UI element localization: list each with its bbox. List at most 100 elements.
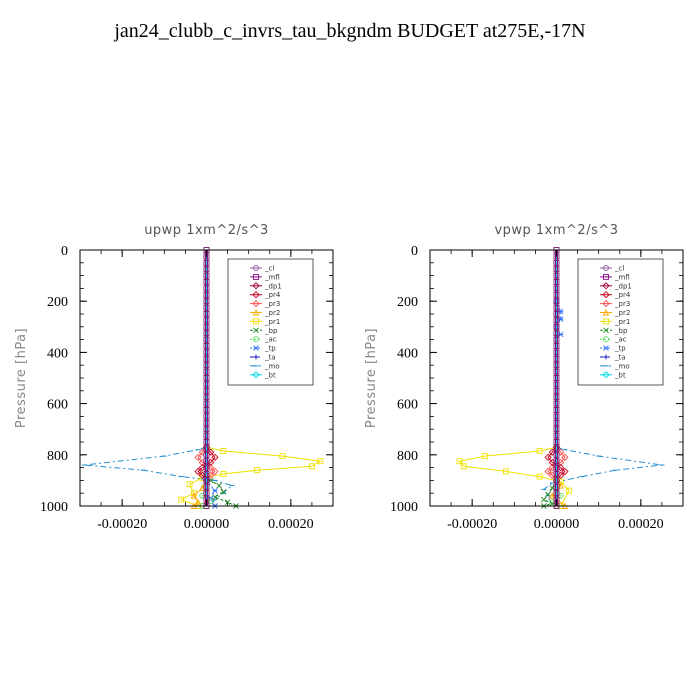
legend-label: _ta	[614, 354, 626, 362]
x-tick-label: 0.00000	[534, 517, 580, 532]
data-point	[207, 497, 214, 504]
data-point	[194, 498, 202, 506]
legend-marker	[252, 291, 260, 299]
data-point	[203, 490, 210, 497]
data-point	[220, 489, 227, 495]
legend-marker	[252, 282, 260, 290]
data-point	[203, 336, 210, 343]
data-point	[553, 419, 560, 426]
legend: _cl_mfl_dp1_pr4_pr3_pr2_pr1_bp_ac_tp_ta_…	[577, 258, 664, 386]
subplot-title: vpwp 1xm^2/s^3	[494, 223, 618, 238]
data-point	[203, 464, 210, 471]
data-point	[553, 375, 560, 381]
legend-label: _dp1	[264, 282, 282, 290]
data-point	[553, 458, 560, 465]
y-tick-label: 1000	[40, 500, 68, 515]
data-point	[566, 487, 573, 494]
data-point	[203, 298, 210, 305]
data-point	[545, 491, 551, 498]
data-point	[553, 291, 560, 298]
data-point	[203, 272, 210, 279]
data-point	[553, 381, 560, 388]
legend-marker	[253, 318, 259, 325]
legend-marker	[253, 336, 259, 343]
legend-label: _pr1	[264, 318, 280, 326]
legend-marker	[602, 371, 610, 379]
legend-label: _pr1	[614, 318, 630, 326]
x-tick-label: 0.00000	[184, 517, 230, 532]
data-point	[178, 496, 185, 503]
y-tick-label: 1000	[390, 500, 418, 515]
data-point	[203, 266, 210, 273]
legend-label: _pr2	[264, 309, 280, 317]
data-point	[203, 394, 210, 401]
data-point	[553, 343, 560, 349]
y-tick-label: 800	[47, 449, 68, 464]
data-point	[203, 279, 210, 285]
y-axis-label: Pressure [hPa]	[14, 328, 29, 428]
data-point	[553, 464, 560, 471]
data-point	[553, 394, 560, 401]
data-point	[212, 487, 218, 494]
y-tick-label: 600	[47, 398, 68, 413]
data-point	[553, 477, 560, 484]
legend-box	[577, 258, 664, 386]
y-tick-label: 400	[47, 346, 68, 361]
series-line	[543, 446, 662, 507]
legend-label: _bt	[264, 371, 276, 379]
data-point	[553, 279, 560, 285]
legend-label: _bt	[614, 371, 626, 379]
legend-label: _ac	[264, 336, 277, 344]
data-point	[544, 467, 552, 476]
legend-label: _cl	[614, 265, 624, 273]
data-point	[203, 458, 210, 465]
legend-marker	[602, 291, 610, 299]
data-point	[216, 482, 222, 489]
legend-marker	[253, 327, 259, 334]
data-point	[553, 426, 560, 433]
legend-marker	[253, 265, 259, 271]
data-point	[203, 285, 210, 292]
legend-label: _bp	[264, 327, 278, 335]
data-point	[553, 272, 560, 279]
data-point	[203, 330, 210, 337]
legend-marker	[253, 354, 259, 360]
data-point	[553, 445, 560, 452]
y-tick-label: 0	[411, 244, 418, 259]
data-point	[212, 494, 218, 500]
data-point	[203, 291, 210, 298]
legend-marker	[603, 336, 609, 343]
legend-label: _pr2	[614, 309, 630, 317]
legend-label: _mo	[264, 362, 280, 370]
data-point	[211, 453, 219, 461]
legend-marker	[253, 273, 259, 280]
legend-label: _pr4	[264, 291, 281, 299]
data-point	[203, 349, 210, 356]
x-tick-label: -0.00020	[447, 517, 497, 532]
data-point	[553, 355, 560, 362]
data-point	[553, 336, 560, 343]
data-point	[553, 407, 560, 413]
series-line	[206, 480, 216, 507]
data-point	[203, 400, 210, 407]
data-point	[220, 448, 227, 454]
data-point	[553, 400, 560, 407]
data-point	[254, 467, 261, 474]
data-point	[536, 473, 543, 480]
legend-label: _pr3	[614, 300, 630, 308]
data-point	[553, 451, 560, 458]
data-point	[456, 458, 463, 465]
data-point	[553, 439, 560, 445]
data-point	[553, 317, 560, 324]
data-point	[317, 458, 324, 465]
data-point	[553, 323, 560, 330]
data-point	[553, 368, 560, 375]
legend-marker	[252, 299, 260, 308]
y-tick-label: 0	[61, 244, 68, 259]
legend-marker	[603, 273, 609, 280]
data-point	[203, 451, 210, 458]
legend-label: _bp	[614, 327, 628, 335]
legend-marker	[603, 265, 609, 271]
data-point	[536, 448, 543, 454]
zero-profile	[553, 247, 560, 509]
